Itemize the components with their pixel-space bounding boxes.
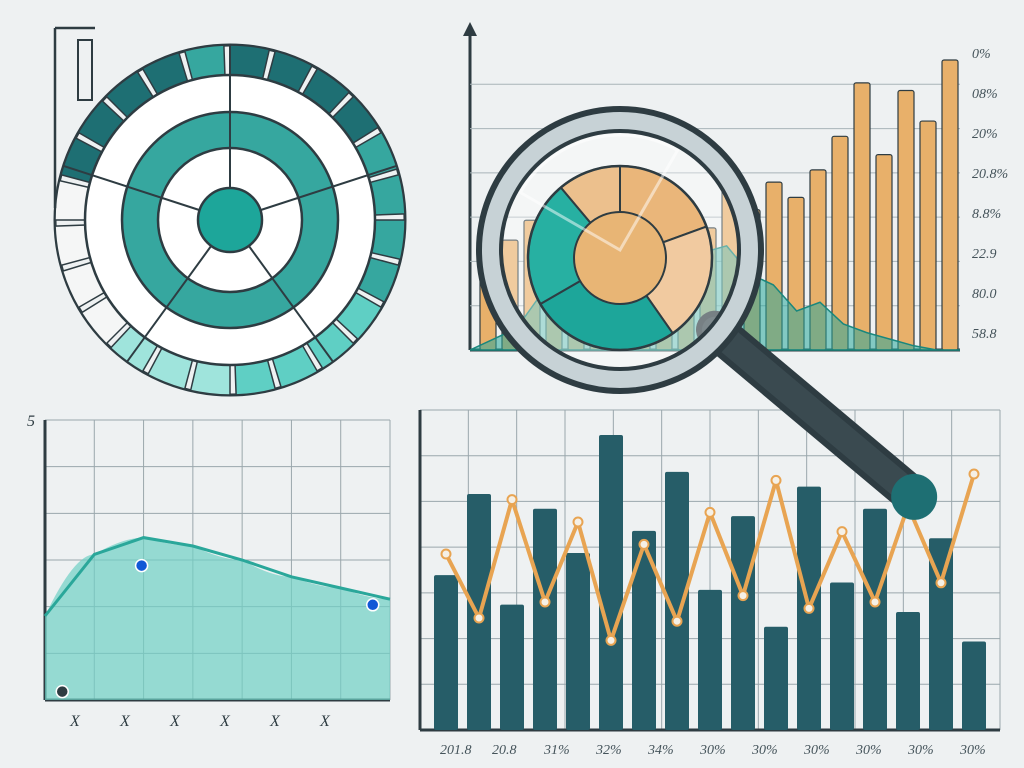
- line-chart: 5 X X X X X X: [27, 413, 390, 730]
- xtick-label: X: [69, 713, 81, 730]
- ytick-label: 58.8: [972, 327, 997, 342]
- analytics-infographic: { "canvas":{"w":1024,"h":768,"bg":"#eef1…: [0, 0, 1024, 768]
- xtick-label: X: [219, 713, 231, 730]
- ytick-label: 0%: [972, 47, 991, 62]
- xtick-label: X: [169, 713, 181, 730]
- xtick-label: 31%: [543, 743, 570, 758]
- xtick-label: 30%: [907, 743, 934, 758]
- xtick-label: 32%: [595, 743, 622, 758]
- xtick-label: 30%: [699, 743, 726, 758]
- combo-chart: 201.8 20.8 31% 32% 34% 30% 30% 30% 30% 30% 30%: [420, 410, 1000, 758]
- data-marker: [56, 686, 68, 698]
- axis-label: 5: [27, 413, 35, 430]
- ytick-label: 20.8%: [972, 167, 1008, 182]
- xtick-label: X: [319, 713, 331, 730]
- radial-chart: [55, 45, 405, 395]
- data-marker: [367, 599, 379, 611]
- xtick-label: 30%: [855, 743, 882, 758]
- xtick-label: 201.8: [440, 743, 472, 758]
- xtick-label: 34%: [647, 743, 674, 758]
- ytick-label: 08%: [972, 87, 998, 102]
- ytick-label: 80.0: [972, 287, 997, 302]
- chart-canvas: 0% 08% 20% 20.8% 8.8% 22.9 80.0 58.8 5 X X X X X X 201.…: [0, 0, 1024, 768]
- ytick-label: 20%: [972, 127, 998, 142]
- xtick-label: 20.8: [492, 743, 517, 758]
- xtick-label: X: [269, 713, 281, 730]
- ytick-label: 8.8%: [972, 207, 1001, 222]
- xtick-label: 30%: [751, 743, 778, 758]
- xtick-label: X: [119, 713, 131, 730]
- data-marker: [136, 560, 148, 572]
- xtick-label: 30%: [959, 743, 986, 758]
- xtick-label: 30%: [803, 743, 830, 758]
- ytick-label: 22.9: [972, 247, 997, 262]
